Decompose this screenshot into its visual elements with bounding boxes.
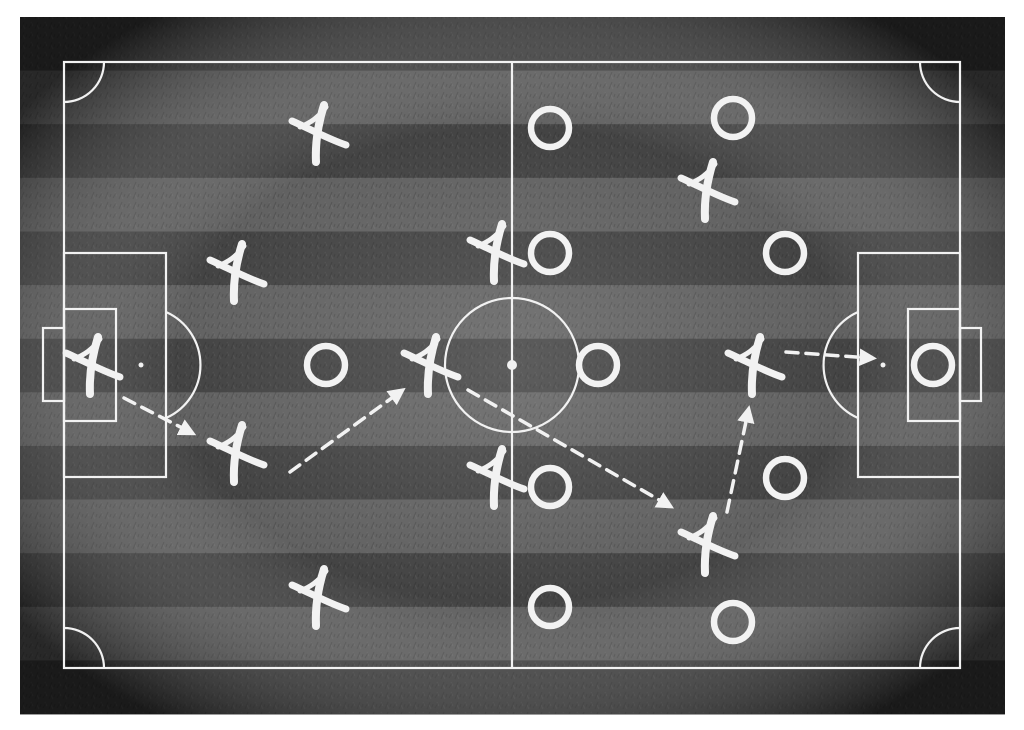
o-player-midfielder [527,230,573,276]
x-player-midfielder [466,445,528,510]
o-player-defender [762,230,808,276]
corner-arc-bottom-right [918,626,961,669]
o-player-forward [303,342,349,388]
x-player-defender [206,240,268,305]
team-o-players [303,95,956,645]
corner-arc-top-left [63,61,106,104]
left-penalty-arc [165,310,202,420]
x-player-midfielder [677,158,739,223]
center-spot [507,360,517,370]
o-player-defender [762,455,808,501]
corner-arc-top-right [918,61,961,104]
corner-arc-bottom-left [63,626,106,669]
x-player-forward [677,512,739,577]
pass-arrow [725,405,755,514]
pass-arrow [288,387,406,474]
x-player-defender [288,565,350,630]
right-goal [958,326,983,403]
x-player-goalkeeper [62,333,124,398]
left-goal [41,326,66,403]
pass-arrow [466,388,675,509]
team-x-players [62,101,786,630]
x-player-midfielder [400,333,462,398]
o-player-forward [575,342,621,388]
pass-arrow [122,396,197,436]
o-player-defender [710,95,756,141]
right-penalty-arc [822,310,859,420]
o-player-defender [710,599,756,645]
passing-arrows [122,348,877,514]
pitch-lines [41,60,983,670]
pass-arrow [784,348,877,366]
right-penalty-spot [880,362,886,368]
o-player-midfielder [527,464,573,510]
o-player-goalkeeper [910,342,956,388]
x-player-forward [724,333,786,398]
x-player-midfielder [466,220,528,285]
o-player-midfielder [527,105,573,151]
x-player-defender [288,101,350,166]
o-player-midfielder [527,584,573,630]
x-player-defender [206,421,268,486]
left-penalty-spot [138,362,144,368]
